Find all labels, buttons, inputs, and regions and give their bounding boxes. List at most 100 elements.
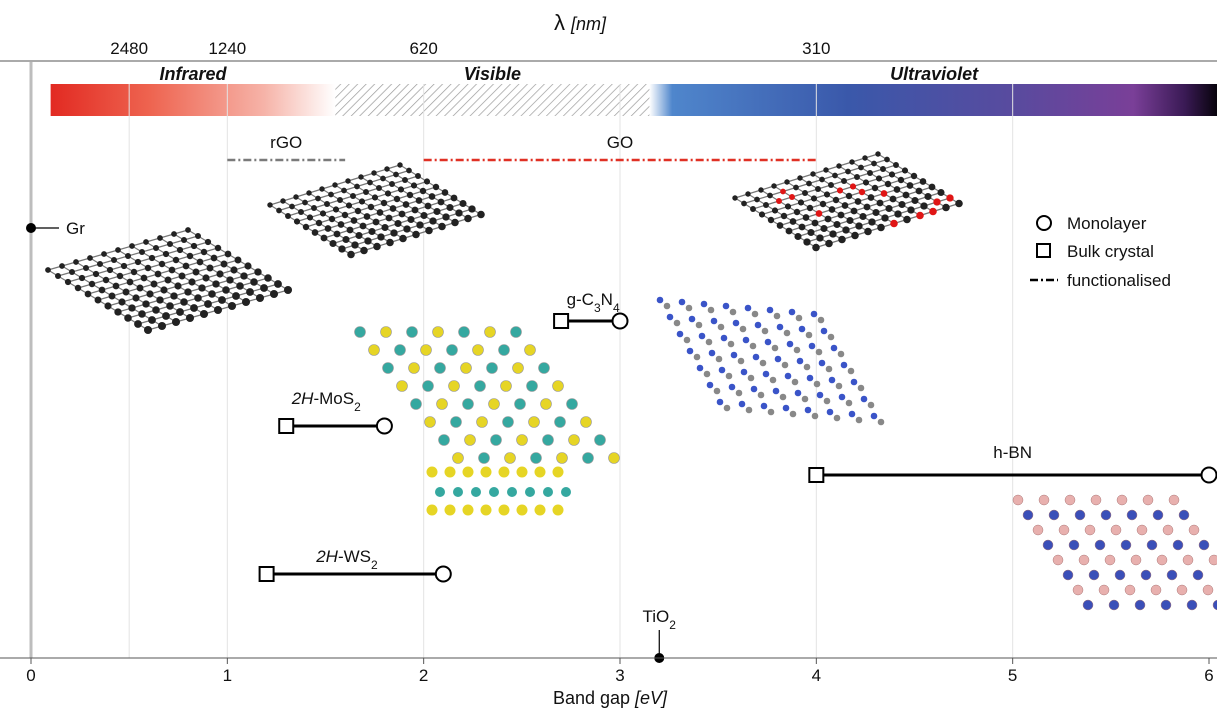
structure-atom [870, 412, 878, 420]
structure-atom [108, 292, 116, 300]
structure-atom [354, 207, 362, 215]
structure-atom [942, 203, 950, 212]
structure-atom [92, 270, 100, 278]
structure-atom [337, 197, 343, 203]
spectrum-region-ultraviolet [649, 84, 1217, 116]
structure-atom [703, 370, 711, 378]
structure-atom [464, 434, 476, 446]
structure-atom [676, 330, 684, 338]
structure-atom [796, 357, 804, 365]
structure-atom [757, 391, 765, 399]
structure-atom [740, 368, 748, 376]
structure-atom [801, 395, 809, 403]
legend-functionalised-label: functionalised [1067, 271, 1171, 290]
material-marks: Gr rGO GO g-C3N4 2H-MoS2 h-BN 2H-WS2 TiO2 [26, 133, 1217, 663]
structure-atom [350, 193, 356, 199]
structure-atom [771, 344, 779, 352]
structure-atom [823, 191, 831, 198]
structure-atom [371, 170, 377, 176]
bulk-crystal-marker [808, 467, 825, 483]
structure-atom [364, 237, 372, 245]
structure-atom [789, 218, 797, 225]
bulk-crystal-marker [278, 418, 295, 434]
structure-atom [512, 362, 524, 374]
structure-atom [854, 174, 860, 180]
structure-atom [710, 317, 718, 325]
structure-atom [144, 264, 152, 272]
structure-atom [815, 210, 823, 217]
structure-atom [69, 269, 75, 275]
legend-monolayer-label: Monolayer [1067, 214, 1147, 233]
structure-atom [232, 292, 240, 300]
structure-atom [134, 258, 142, 266]
structure-atom [306, 214, 314, 221]
structure-atom [1022, 509, 1034, 521]
structure-atom [678, 298, 686, 306]
structure-atom [1074, 509, 1086, 521]
structure-atom [372, 218, 380, 226]
material-label-2h-mos2: 2H-MoS2 [291, 389, 361, 414]
structure-atom [368, 344, 380, 356]
structure-atom [162, 250, 170, 258]
structure-atom [419, 187, 427, 195]
structure-atom [516, 466, 528, 478]
structure-atom [841, 202, 849, 209]
structure-atom [332, 206, 340, 213]
structure-atom [893, 162, 899, 168]
structure-atom [810, 195, 818, 202]
structure-atom [319, 186, 325, 192]
structure-atom [751, 310, 759, 318]
structure-atom [827, 333, 835, 341]
structure-atom [1012, 494, 1024, 506]
structure-atom [350, 217, 358, 224]
structure-atom [399, 234, 407, 243]
structure-atom [802, 190, 808, 196]
structure-atom [920, 202, 928, 210]
material-rgo: rGO [227, 133, 346, 162]
structure-atom [341, 187, 347, 194]
structure-atom [793, 346, 801, 354]
structure-atom [306, 190, 312, 196]
structure-atom [1064, 494, 1076, 506]
structure-atom [363, 189, 369, 195]
structure-atom [324, 225, 332, 232]
structure-atom [717, 323, 725, 331]
structure-atom [832, 172, 838, 179]
structure-atom [382, 362, 394, 374]
structure-atom [723, 404, 731, 412]
structure-atom [59, 263, 65, 269]
structure-atom [893, 186, 901, 193]
structure-atom [788, 308, 796, 316]
structure-atom [889, 195, 897, 203]
structure-atom [502, 416, 514, 428]
structure-atom [818, 359, 826, 367]
structure-atom [850, 207, 858, 215]
structure-atom [185, 227, 191, 233]
structure-atom [97, 261, 103, 267]
structure-atom [150, 280, 158, 288]
monolayer-marker [375, 417, 393, 435]
structure-atom [798, 223, 806, 231]
structure-atom [782, 404, 790, 412]
structure-atom [230, 266, 238, 274]
structure-atom [666, 313, 674, 321]
structure-atom [1048, 509, 1060, 521]
structure-atom [833, 220, 841, 229]
structure-atom [380, 199, 388, 207]
structure-atom [360, 246, 368, 255]
structure-atom [525, 487, 535, 497]
structure-atom [808, 342, 816, 350]
structure-atom [720, 334, 728, 342]
structure-atom [744, 304, 752, 312]
structure-atom [178, 272, 186, 280]
structure-atom [393, 171, 399, 178]
structure-atom [1168, 494, 1180, 506]
structure-atom [552, 504, 564, 516]
structure-atom [218, 296, 226, 304]
structure-atom [780, 188, 786, 195]
structure-atom [1186, 599, 1198, 611]
structure-atom [450, 416, 462, 428]
structure-atom [328, 191, 334, 198]
structure-atom [227, 301, 237, 311]
structure-atom [685, 304, 693, 312]
